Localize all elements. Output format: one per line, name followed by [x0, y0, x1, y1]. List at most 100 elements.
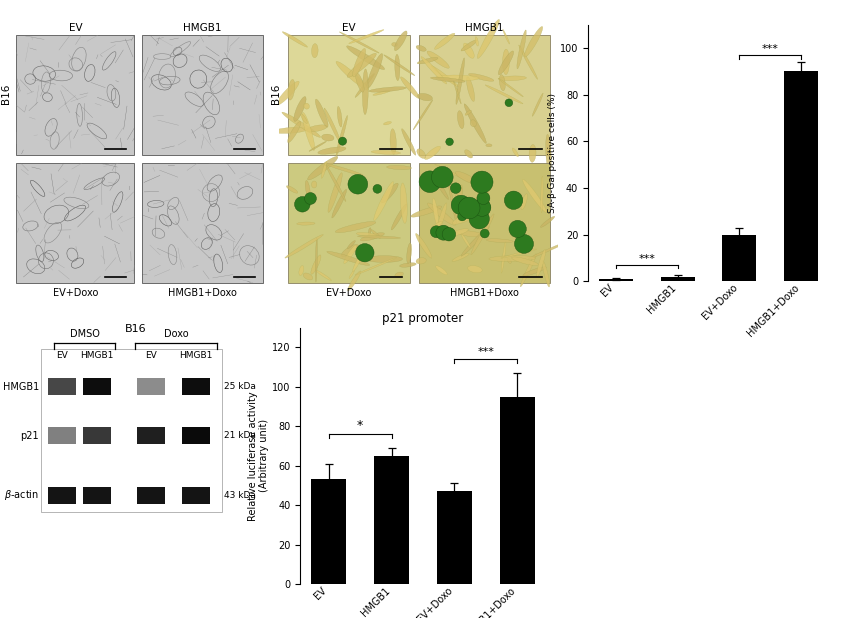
Ellipse shape [546, 134, 552, 172]
Ellipse shape [311, 44, 318, 57]
Ellipse shape [382, 183, 398, 203]
Text: HMGB1: HMGB1 [465, 23, 503, 33]
Ellipse shape [489, 256, 536, 261]
Ellipse shape [303, 273, 313, 280]
Ellipse shape [529, 145, 536, 163]
Circle shape [470, 209, 489, 229]
Bar [419, 35, 550, 154]
Ellipse shape [453, 81, 461, 104]
Text: EV: EV [56, 351, 68, 360]
Ellipse shape [392, 43, 398, 46]
Bar [311, 480, 346, 584]
Ellipse shape [436, 203, 447, 237]
Text: ***: *** [762, 44, 778, 54]
Circle shape [305, 193, 316, 205]
Ellipse shape [311, 181, 316, 188]
Bar [419, 163, 550, 283]
Ellipse shape [418, 93, 432, 101]
Ellipse shape [277, 81, 299, 105]
Circle shape [431, 166, 453, 188]
Bar [183, 486, 211, 504]
Bar [16, 163, 135, 283]
Ellipse shape [417, 149, 426, 158]
Circle shape [475, 200, 490, 214]
Ellipse shape [285, 234, 323, 258]
Ellipse shape [307, 125, 327, 132]
Text: B16: B16 [124, 324, 146, 334]
Bar [137, 378, 165, 396]
Ellipse shape [338, 106, 342, 127]
Ellipse shape [368, 228, 371, 235]
Ellipse shape [516, 227, 533, 248]
Text: Doxo: Doxo [163, 329, 189, 339]
Circle shape [446, 138, 453, 146]
Ellipse shape [387, 166, 411, 169]
Ellipse shape [395, 54, 400, 80]
Ellipse shape [318, 147, 346, 154]
Ellipse shape [371, 150, 401, 154]
Ellipse shape [310, 255, 321, 274]
Text: B16: B16 [272, 83, 282, 104]
Ellipse shape [407, 243, 412, 263]
Ellipse shape [498, 76, 526, 80]
Text: p21: p21 [20, 431, 39, 441]
Ellipse shape [348, 240, 355, 248]
Ellipse shape [452, 253, 470, 261]
Ellipse shape [349, 30, 384, 44]
Ellipse shape [304, 103, 310, 109]
Ellipse shape [416, 258, 426, 264]
Ellipse shape [326, 165, 346, 201]
Ellipse shape [273, 127, 308, 133]
Ellipse shape [517, 30, 526, 69]
Text: 43 kDa: 43 kDa [224, 491, 256, 500]
Ellipse shape [455, 185, 462, 207]
Ellipse shape [468, 266, 482, 273]
Ellipse shape [503, 49, 509, 75]
Circle shape [459, 197, 480, 219]
Ellipse shape [542, 261, 550, 287]
Ellipse shape [483, 177, 488, 183]
Ellipse shape [457, 231, 484, 237]
Ellipse shape [298, 202, 305, 212]
Ellipse shape [328, 173, 343, 213]
Bar [83, 378, 112, 396]
Ellipse shape [425, 146, 441, 159]
Text: 25 kDa: 25 kDa [224, 382, 256, 391]
Text: ***: *** [639, 254, 655, 264]
Ellipse shape [288, 121, 301, 143]
Ellipse shape [431, 66, 459, 87]
Ellipse shape [391, 204, 407, 230]
Ellipse shape [358, 235, 400, 239]
Ellipse shape [347, 53, 376, 77]
Ellipse shape [498, 78, 524, 97]
Ellipse shape [470, 120, 476, 127]
Ellipse shape [355, 74, 375, 98]
Bar [437, 491, 472, 584]
Ellipse shape [402, 129, 416, 155]
Ellipse shape [341, 244, 359, 256]
Ellipse shape [299, 266, 304, 276]
Ellipse shape [458, 111, 464, 129]
Bar [288, 163, 410, 283]
Ellipse shape [399, 263, 416, 267]
Ellipse shape [465, 111, 471, 115]
Ellipse shape [498, 51, 514, 75]
Ellipse shape [464, 150, 473, 158]
Text: EV: EV [342, 23, 356, 33]
Ellipse shape [327, 252, 370, 266]
Ellipse shape [486, 144, 492, 147]
Ellipse shape [353, 48, 365, 77]
Bar [137, 486, 165, 504]
Ellipse shape [335, 221, 376, 232]
Text: B16: B16 [1, 83, 11, 104]
Text: DMSO: DMSO [69, 329, 100, 339]
Bar [183, 378, 211, 396]
Circle shape [419, 171, 441, 193]
Ellipse shape [383, 122, 392, 125]
Text: HMGB1: HMGB1 [184, 23, 222, 33]
Ellipse shape [355, 258, 397, 275]
Bar [83, 486, 112, 504]
Ellipse shape [294, 96, 306, 121]
Circle shape [509, 221, 526, 237]
Ellipse shape [503, 29, 509, 44]
